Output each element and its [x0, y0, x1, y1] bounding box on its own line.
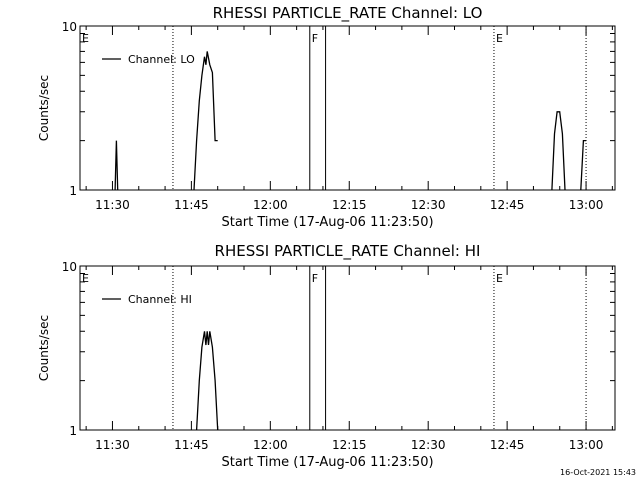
series-line-hi	[195, 331, 219, 431]
x-tick-label: 11:45	[174, 438, 209, 452]
x-axis-label: Start Time (17-Aug-06 11:23:50)	[221, 455, 433, 470]
x-tick-label: 12:30	[411, 198, 446, 212]
x-tick-label: 12:00	[253, 198, 288, 212]
plot-frame	[79, 25, 616, 191]
x-tick-label: 11:30	[95, 198, 130, 212]
x-tick-label: 12:15	[332, 198, 367, 212]
hi-channel-panel: RHESSI PARTICLE_RATE Channel: HI 1 10 11:30…	[37, 242, 616, 470]
x-tick-label: 13:00	[569, 438, 604, 452]
x-tick-label: 12:15	[332, 438, 367, 452]
x-axis-label: Start Time (17-Aug-06 11:23:50)	[221, 215, 433, 230]
x-tick-label: 12:45	[490, 438, 525, 452]
x-tick-label: 12:30	[411, 438, 446, 452]
y-tick-label: 10	[62, 20, 77, 34]
footer-timestamp: 16-Oct-2021 15:43	[560, 468, 636, 477]
event-marker-label: E	[496, 272, 503, 285]
y-axis-label: Counts/sec	[37, 75, 51, 141]
series-line-lo	[114, 140, 119, 191]
legend-label: Channel: LO	[128, 53, 195, 66]
plot-frame	[79, 265, 616, 431]
x-tick-label: 11:45	[174, 198, 209, 212]
y-tick-label: 1	[69, 184, 77, 198]
y-axis-label: Counts/sec	[37, 315, 51, 381]
series-line-lo	[193, 51, 218, 191]
event-marker-label: E	[496, 32, 503, 45]
lo-channel-panel: RHESSI PARTICLE_RATE Channel: LO 1 10 11:30…	[37, 4, 616, 230]
chart-title: RHESSI PARTICLE_RATE Channel: HI	[215, 242, 481, 261]
event-marker-label: E	[82, 272, 89, 285]
legend-label: Channel: HI	[128, 293, 192, 306]
y-tick-label: 10	[62, 260, 77, 274]
series-line-lo	[580, 139, 587, 191]
x-tick-label: 11:30	[95, 438, 130, 452]
event-marker-label: F	[312, 272, 318, 285]
event-marker-label: F	[312, 32, 318, 45]
series-line-lo	[551, 111, 566, 191]
event-marker-label: E	[82, 32, 89, 45]
x-tick-label: 13:00	[569, 198, 604, 212]
y-tick-label: 1	[69, 424, 77, 438]
chart-title: RHESSI PARTICLE_RATE Channel: LO	[213, 4, 483, 23]
x-tick-label: 12:00	[253, 438, 288, 452]
x-tick-label: 12:45	[490, 198, 525, 212]
